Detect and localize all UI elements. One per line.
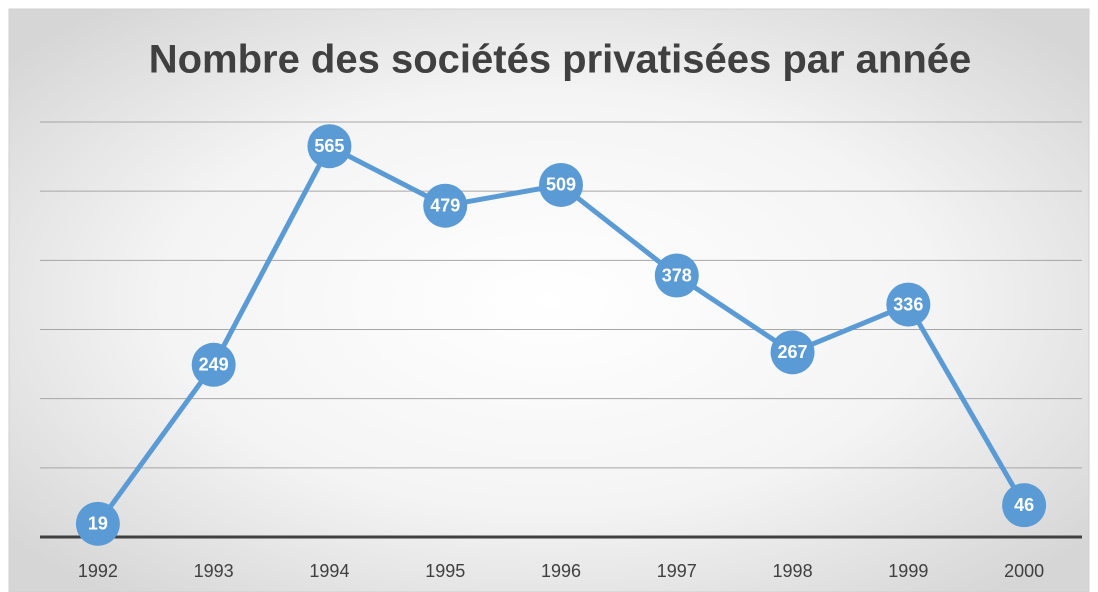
data-label: 267 <box>778 342 808 362</box>
data-label: 336 <box>893 294 923 314</box>
x-tick-label: 1992 <box>78 561 118 581</box>
data-point <box>886 282 931 327</box>
x-tick-label: 1993 <box>194 561 234 581</box>
data-label: 249 <box>199 355 229 375</box>
data-label: 378 <box>662 265 692 285</box>
data-label: 46 <box>1014 495 1034 515</box>
chart-title: Nombre des sociétés privatisées par anné… <box>149 38 972 82</box>
x-tick-label: 1995 <box>425 561 465 581</box>
data-label: 479 <box>430 195 460 215</box>
x-tick-label: 1999 <box>888 561 928 581</box>
data-label: 565 <box>314 136 344 156</box>
x-tick-label: 1994 <box>309 561 349 581</box>
data-point <box>1002 483 1047 528</box>
data-point <box>191 342 236 387</box>
x-tick-label: 1996 <box>541 561 581 581</box>
x-tick-label: 2000 <box>1004 561 1044 581</box>
data-point <box>770 330 815 375</box>
x-tick-label: 1998 <box>773 561 813 581</box>
x-tick-label: 1997 <box>657 561 697 581</box>
data-point <box>423 183 468 228</box>
data-label: 509 <box>546 175 576 195</box>
data-label: 19 <box>88 514 108 534</box>
data-point <box>307 124 352 169</box>
data-point <box>539 162 583 207</box>
data-point <box>654 253 699 298</box>
data-point <box>75 501 120 546</box>
